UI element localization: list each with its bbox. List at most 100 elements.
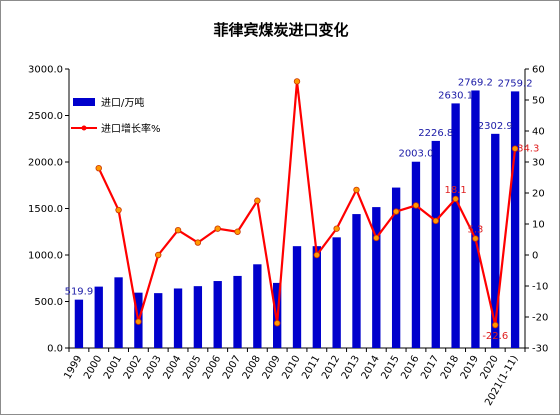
y-right-tick-label: -30 (532, 344, 548, 355)
bar (213, 281, 222, 348)
x-tick-label: 2017 (419, 354, 441, 382)
x-tick-label: 2001 (102, 354, 124, 382)
y-right-tick-label: -10 (532, 282, 548, 293)
bar (193, 286, 203, 348)
y-right-tick-label: 10 (532, 220, 545, 231)
legend: 进口/万吨 进口增长率% (71, 96, 161, 135)
plot-area: 0.0 500.0 1000.0 1500.0 2000.0 2500.0 3000.0 -3… (28, 65, 548, 408)
line-point (293, 78, 301, 85)
x-tick-label: 2009 (261, 354, 283, 382)
x-tick-label: 2015 (380, 354, 402, 382)
line-point (115, 206, 122, 214)
line-point (174, 226, 182, 234)
y-left-tick-label: 500.0 (34, 297, 63, 308)
x-tick-label: 2011 (300, 354, 322, 382)
bar-data-label: 2003.0 (398, 149, 433, 160)
line-point (313, 251, 321, 259)
y-right-tick-label: 30 (532, 158, 545, 169)
line-point (273, 320, 281, 327)
x-tick-label: 2002 (122, 354, 144, 382)
bar (74, 299, 84, 348)
x-tick-label: 2010 (280, 354, 302, 382)
line-point (155, 251, 162, 259)
bar (510, 91, 520, 348)
line-point (511, 145, 519, 152)
bar-data-label: 519.9 (65, 287, 94, 298)
bar (352, 214, 361, 348)
y-left-tick-label: 2000.0 (28, 158, 63, 169)
bar (292, 246, 302, 348)
bar (431, 140, 440, 348)
bar (94, 286, 103, 348)
bar (372, 207, 381, 348)
bar (491, 133, 500, 348)
bar (253, 264, 262, 348)
x-tick-label: 2016 (399, 354, 421, 382)
legend-swatch-marker (81, 125, 87, 131)
x-tick-label: 2014 (360, 354, 382, 382)
bar (411, 161, 421, 348)
x-tick-label: 2013 (340, 354, 362, 382)
bar (332, 237, 341, 348)
line-data-label: 18.1 (444, 185, 466, 196)
x-tick-label: 2019 (459, 354, 481, 382)
x-tick-label: 2018 (439, 354, 461, 382)
bar (471, 90, 480, 348)
line-point (412, 202, 420, 209)
bar (391, 187, 401, 348)
y-right-tick-label: -20 (532, 313, 548, 324)
bar (451, 103, 460, 349)
line-point (333, 225, 340, 232)
y-right-tick-label: 20 (532, 189, 545, 200)
x-tick-label: 2012 (320, 354, 342, 382)
legend-swatch-bar (73, 98, 95, 106)
line-data-label: 5.3 (467, 225, 483, 236)
x-tick-label: 2005 (181, 354, 203, 382)
line-data-label: 34.3 (517, 144, 539, 155)
line-point (353, 186, 360, 194)
bar (114, 277, 123, 348)
bar-data-label: 2759.2 (498, 78, 533, 89)
line-data-label: -22.6 (482, 331, 508, 342)
legend-label-bar: 进口/万吨 (101, 96, 144, 109)
bar (233, 275, 242, 348)
line-point (452, 195, 459, 203)
y-left-tick-label: 1000.0 (28, 251, 63, 262)
y-left-tick-label: 2500.0 (28, 111, 63, 122)
line-point (254, 197, 261, 204)
line-point (95, 164, 102, 172)
x-tick-label: 2000 (82, 354, 104, 382)
bar-data-label: 2226.8 (418, 128, 453, 139)
bar-data-label: 2630.1 (438, 90, 473, 101)
bar (154, 293, 163, 348)
y-left-tick-label: 3000.0 (28, 65, 63, 76)
line-point (432, 217, 439, 225)
x-tick-label: 2003 (142, 354, 164, 382)
line-point (135, 318, 142, 325)
x-tick-label: 2008 (241, 354, 263, 382)
y-right-tick-label: 0 (532, 251, 538, 262)
y-right-tick-label: 60 (532, 65, 545, 76)
bar-data-label: 2302.9 (478, 121, 513, 132)
x-tick-label: 2006 (201, 354, 223, 382)
chart-title: 菲律宾煤炭进口变化 (213, 21, 348, 39)
y-left-tick-label: 1500.0 (28, 204, 63, 215)
line-point (373, 234, 380, 242)
y-right-tick-label: 50 (532, 96, 545, 107)
bar-data-label: 2769.2 (458, 77, 493, 88)
line-point (472, 235, 479, 242)
line-point (194, 239, 202, 246)
x-tick-label: 2004 (161, 354, 183, 382)
bar (312, 246, 321, 348)
y-left-tick-label: 0.0 (47, 344, 63, 355)
line-point (492, 321, 499, 329)
y-right-tick-label: 40 (532, 127, 545, 138)
line-point (392, 208, 400, 215)
bar (173, 288, 183, 348)
line-point (234, 228, 241, 235)
x-tick-label: 1999 (62, 354, 84, 382)
line-point (214, 225, 221, 232)
x-tick-label: 2007 (221, 354, 243, 382)
